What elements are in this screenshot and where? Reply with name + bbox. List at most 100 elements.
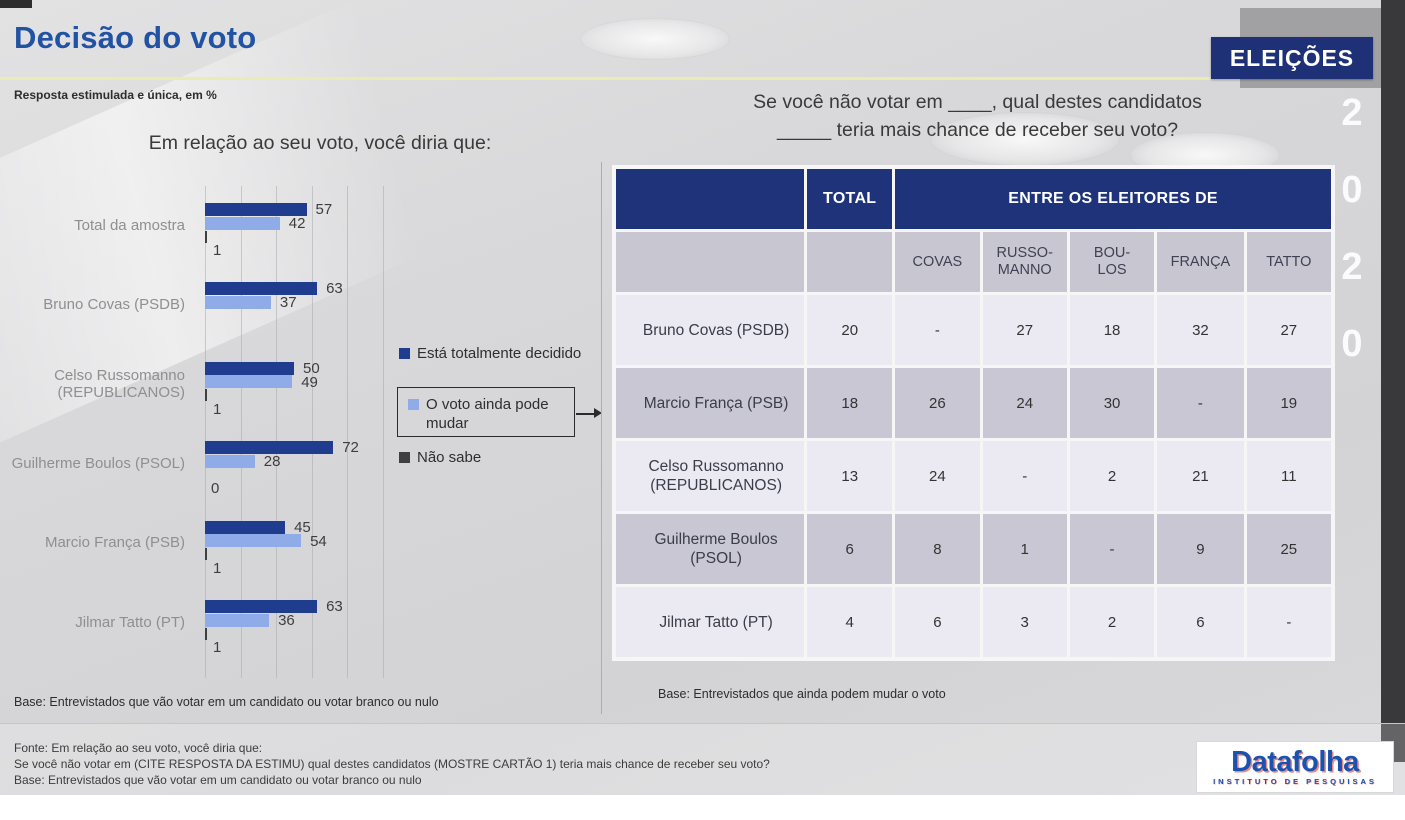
table-cell-total: 13 [807,441,893,511]
table-cell-value: 2 [1069,587,1155,657]
table-cell-value: - [895,295,980,365]
table-cell-value: 25 [1246,514,1331,584]
bar-value-label: 45 [294,518,311,536]
chart-gridline [240,186,242,678]
table-cell-value: - [1157,368,1244,438]
bar-value-label: 37 [279,294,297,312]
legend-item-nao-sabe: Não sabe [399,448,481,467]
footer-note-line: Base: Entrevistados que vão votar em um … [14,773,422,787]
corner-dark-decoration [0,0,32,8]
legend-highlight-box [397,387,575,437]
table-cell-value: 18 [1069,295,1155,365]
table-row: Bruno Covas (PSDB) 20-27 18 32 27 [616,295,1331,365]
category-label: Marcio França (PSB) [44,534,185,552]
table-cell-candidate-name: Marcio França (PSB) [616,368,805,438]
table-cell-candidate-name: Jilmar Tatto (PT) [616,587,805,657]
table-cell-candidate-name: Celso Russomanno (REPUBLICANOS) [616,441,805,511]
table-cell-value: 26 [895,368,980,438]
category-label: Bruno Covas (PSDB) [43,295,185,313]
table-subheader-line: LOS [1097,262,1127,278]
table-header-row-1: TOTAL ENTRE OS ELEITORES DE [616,169,1331,229]
ceiling-lamp-decoration [580,18,730,60]
category-label: Jilmar Tatto (PT) [75,613,185,631]
bar-group: Guilherme Boulos (PSOL) 72 28 0 [0,439,600,503]
table-header-total: TOTAL [807,169,893,229]
table-subheader-line: TATTO [1266,253,1312,270]
bar-segment-decidido [205,441,334,455]
table-cell-value: 8 [895,514,980,584]
bar-segment-nao-sabe [205,548,207,561]
subtitle: Resposta estimulada e única, em % [14,88,217,102]
table-cell-total: 4 [807,587,893,657]
table-cell-value: - [982,441,1067,511]
bar-segment-nao-sabe [205,389,207,402]
table-cell-value: 6 [1157,587,1244,657]
bar-value-label: 42 [288,215,306,232]
chart-gridline [205,186,206,678]
ceiling-lamp-decoration [930,112,1120,166]
table-subheader-candidate: RUSSO- MANNO [982,232,1067,292]
category-label: Total da amostra [74,216,185,234]
question-text: Se você não votar em ____, qual destes c… [645,88,1310,144]
question-line-2: _____ teria mais chance de receber seu v… [776,119,1179,141]
bar-segment-mudar [205,613,270,627]
legend-swatch-decidido [399,348,410,359]
table-cell-total: 18 [807,368,893,438]
chart-gridline [383,186,384,678]
bar-segment-decidido [205,520,286,534]
bar-segment-decidido [205,282,318,296]
bar-segment-mudar [205,375,293,389]
bar-value-label: 1 [213,639,222,656]
table-header-empty-cell [616,169,805,229]
legend-swatch-mudar [408,399,419,410]
category-label: Guilherme Boulos (PSOL) [11,454,185,472]
datafolha-logo-tagline: INSTITUTO DE PESQUISAS [1213,777,1377,786]
bar-segment-mudar [205,216,280,230]
footer-source-notes: Fonte: Em relação ao seu voto, você diri… [14,740,770,788]
year-digit: 0 [1341,323,1363,365]
table-subheader-candidate: COVAS [895,232,980,292]
bar-value-label: 28 [263,453,281,471]
table-cell-value: 21 [1157,441,1244,511]
table-cell-value: 9 [1157,514,1244,584]
table-cell-value: 1 [982,514,1067,584]
elections-badge-label: ELEIÇÕES [1229,44,1355,71]
table-cell-value: 27 [1246,295,1331,365]
datafolha-logo-name: Datafolha [1231,746,1359,778]
table-subheader-line: RUSSO- [996,245,1053,261]
table-cell-value: - [1069,514,1155,584]
table-cell-value: 32 [1157,295,1244,365]
table-subheader-line: COVAS [912,253,963,270]
footer-note-line: Se você não votar em (CITE RESPOSTA DA E… [14,757,770,771]
legend-item-decidido: Está totalmente decidido [399,344,581,363]
arrow-right-icon [594,408,602,418]
bar-group: Total da amostra 57 42 1 [0,202,600,265]
table-cell-value: 6 [895,587,980,657]
bar-value-label: 54 [310,532,327,550]
chart-gridline [347,186,349,678]
year-digit: 0 [1341,169,1363,211]
legend-item-mudar: O voto ainda pode mudar [408,395,566,433]
question-line-1: Se você não votar em ____, qual destes c… [753,91,1202,113]
bar-value-label: 1 [213,242,222,259]
footer-band [0,723,1405,795]
crosstab-table-body: TOTAL ENTRE OS ELEITORES DE COVAS RUSSO- MAN… [616,169,1331,657]
bar-segment-mudar [205,454,255,468]
bar-value-label: 72 [342,439,359,457]
table-subheader-line: FRANÇA [1170,253,1231,270]
page-title: Decisão do voto [14,20,257,55]
table-subheader-line: MANNO [997,262,1052,278]
bar-value-label: 0 [211,480,220,498]
bar-value-label: 63 [326,280,343,298]
bar-value-label: 50 [303,359,320,377]
legend-swatch-nao-sabe [399,452,410,463]
table-row: Guilherme Boulos (PSOL) 6 8 1-9 25 [616,514,1331,584]
table-cell-value: 2 [1069,441,1155,511]
legend-label-mudar: O voto ainda pode mudar [426,396,549,432]
bar-group: Jilmar Tatto (PT) 63 36 1 [0,599,600,662]
table-cell-value: 27 [982,295,1067,365]
base-note-left: Base: Entrevistados que vão votar em um … [14,695,439,709]
table-subheader-candidate: FRANÇA [1157,232,1244,292]
table-cell-value: 24 [982,368,1067,438]
